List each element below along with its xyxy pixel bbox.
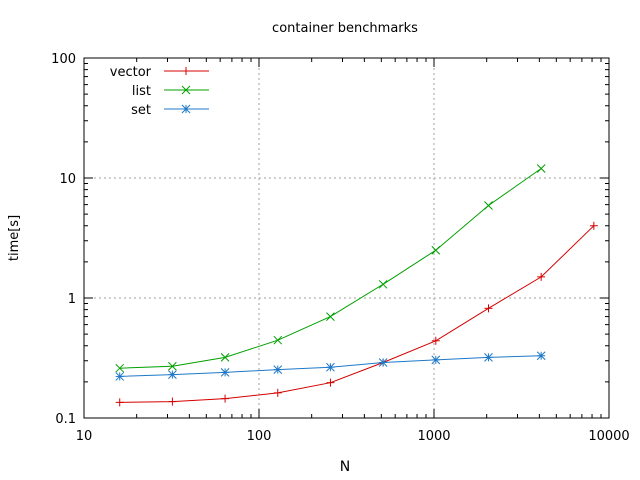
x-tick-label: 1000: [417, 429, 450, 444]
y-tick-label: 1: [68, 292, 76, 307]
series-list: [115, 164, 546, 373]
y-tick-label: 0.1: [55, 412, 76, 427]
series-line-list: [119, 168, 542, 369]
data-point-set: [431, 355, 441, 365]
x-tick-label: 10000: [588, 429, 629, 444]
data-point-vector: [589, 221, 598, 230]
y-axis-label: time[s]: [7, 215, 22, 261]
plot-frame: [83, 57, 610, 419]
x-axis-label: N: [340, 459, 350, 475]
legend-marker: [181, 104, 191, 114]
data-point-list: [326, 312, 335, 321]
x-tick-label: 10: [76, 429, 93, 444]
series-set: [115, 351, 546, 381]
axis-ticks: 10 100 1000 10000 0.1 1 10 100: [51, 52, 630, 444]
data-point-list: [168, 361, 177, 371]
y-tick-label: 10: [59, 172, 76, 187]
legend-label: list: [132, 84, 151, 99]
data-point-set: [536, 351, 546, 361]
series-line-vector: [119, 225, 595, 403]
x-tick-label: 100: [247, 429, 272, 444]
data-point-list: [536, 164, 546, 173]
data-point-vector: [431, 336, 440, 345]
data-point-list: [115, 363, 125, 373]
legend-item-set: set: [131, 103, 209, 118]
legend-label: set: [131, 103, 151, 118]
data-point-set: [273, 365, 283, 374]
grid-lines: [84, 58, 609, 418]
data-point-set: [168, 370, 177, 379]
series-layer: [115, 164, 598, 407]
data-point-vector: [326, 378, 335, 387]
legend-marker: [181, 85, 191, 95]
series-vector: [115, 221, 598, 407]
data-point-vector: [273, 388, 282, 397]
data-point-set: [484, 353, 493, 362]
data-point-list: [220, 353, 230, 362]
legend-label: vector: [110, 65, 152, 80]
data-point-vector: [115, 398, 124, 407]
data-point-set: [378, 358, 388, 367]
data-point-list: [484, 201, 493, 210]
data-point-list: [378, 279, 388, 289]
legend-item-list: list: [132, 84, 209, 99]
data-point-list: [431, 245, 441, 255]
data-point-list: [273, 335, 283, 345]
data-point-vector: [221, 394, 230, 403]
legend: vector list set: [110, 65, 209, 118]
data-point-set: [220, 368, 230, 377]
chart-title: container benchmarks: [272, 21, 418, 36]
y-tick-label: 100: [51, 52, 76, 67]
data-point-vector: [537, 272, 546, 281]
data-point-set: [326, 362, 335, 372]
legend-item-vector: vector: [110, 65, 209, 80]
data-point-vector: [484, 304, 493, 313]
data-point-set: [115, 372, 125, 381]
legend-marker: [182, 67, 190, 75]
data-point-vector: [168, 397, 177, 406]
